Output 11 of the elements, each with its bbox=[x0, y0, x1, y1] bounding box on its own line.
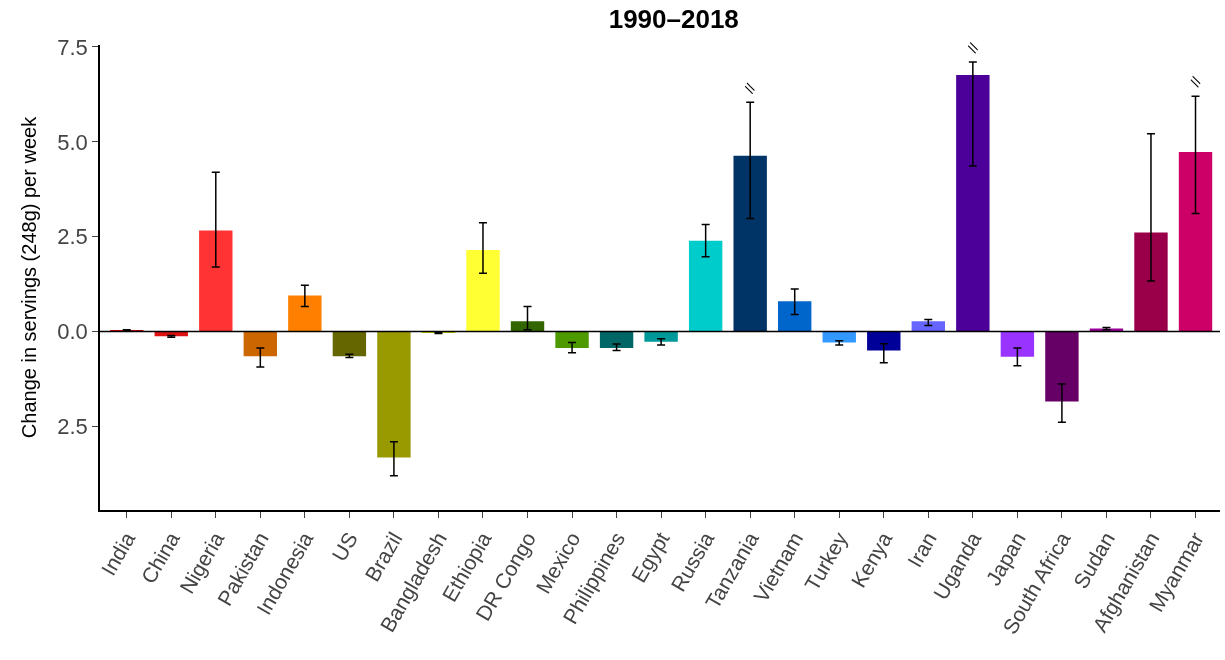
x-tick-label: US bbox=[327, 528, 362, 565]
annotation: // bbox=[963, 40, 982, 56]
y-axis-title: Change in servings (248g) per week bbox=[18, 115, 41, 439]
y-tick-label: 2.5 bbox=[57, 224, 88, 250]
y-tick-label: 2.5 bbox=[57, 414, 88, 440]
y-tick-label: 0.0 bbox=[57, 319, 88, 345]
y-tick-label: 7.5 bbox=[57, 34, 88, 60]
annotation: // bbox=[1186, 74, 1205, 90]
chart-title: 1990–2018 bbox=[608, 4, 739, 35]
y-tick-label: 5.0 bbox=[57, 129, 88, 155]
annotation: // bbox=[740, 80, 759, 96]
